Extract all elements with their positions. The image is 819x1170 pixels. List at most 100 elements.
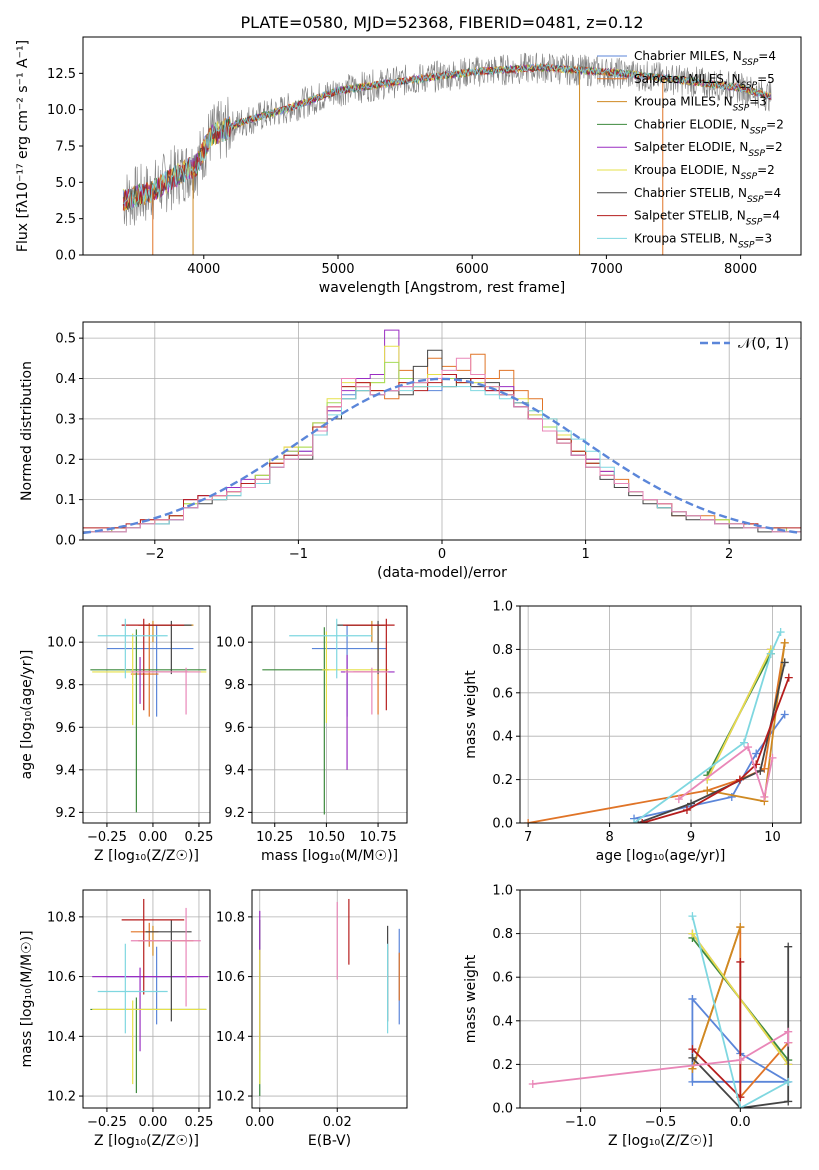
mass_vs_Z-frame	[82, 889, 211, 1109]
y-tick-label: 1.0	[492, 884, 513, 899]
y-tick-label: 10.2	[216, 1090, 245, 1105]
y-tick-label: 0.4	[55, 372, 76, 387]
x-tick-label: 0.0	[730, 1115, 751, 1130]
legend-label: Salpeter MILES, NSSP=5	[634, 72, 775, 91]
y-tick-label: 0.8	[492, 643, 513, 658]
x-tick-label: 0	[438, 547, 446, 562]
y-tick-label: 10.6	[47, 970, 76, 985]
legend-label: Kroupa STELIB, NSSP=3	[634, 231, 772, 250]
legend-label: Salpeter ELODIE, NSSP=2	[634, 140, 783, 159]
y-tick-label: 0.2	[55, 453, 76, 468]
weight-marker	[766, 649, 775, 658]
x-tick-label: 10	[764, 830, 781, 845]
y-tick-label: 2.5	[55, 212, 76, 227]
x-tick-label: 6000	[456, 262, 489, 277]
x-tick-label: −1	[289, 547, 308, 562]
mass_vs_ebv-chart: 0.00 0.02 10.2 10.4 10.6 10.8 E(B-V)	[216, 889, 408, 1149]
weight-marker	[784, 673, 793, 682]
y-tick-label: 10.2	[47, 1090, 76, 1105]
y-tick-label: 9.6	[224, 721, 245, 736]
weight_vs_age-chart: 7 8 9 10 0.0 0.2 0.4 0.6 0.8 1.0 age [log₁₀(age/yr…	[463, 600, 802, 864]
weight-marker	[752, 749, 761, 758]
x-tick-label: 7	[524, 830, 532, 845]
weight-line	[691, 915, 789, 1108]
weight-marker	[688, 995, 697, 1003]
y-axis-label: Flux [fλ10⁻¹⁷ erg cm⁻² s⁻¹ A⁻¹]	[15, 40, 31, 252]
weight-line	[706, 649, 772, 780]
weight-marker	[688, 1077, 697, 1086]
y-tick-label: 1.0	[492, 600, 513, 615]
weight-marker	[756, 766, 765, 775]
x-tick-label: 4000	[187, 262, 220, 277]
y-tick-label: 0.0	[492, 1102, 513, 1117]
weight-marker	[682, 805, 691, 814]
weight-marker	[524, 819, 533, 823]
legend-label: Kroupa MILES, NSSP=3	[634, 95, 767, 114]
y-tick-label: 5.0	[55, 176, 76, 191]
legend-label: Chabrier ELODIE, NSSP=2	[634, 117, 784, 136]
x-axis-label: age [log₁₀(age/yr)]	[596, 848, 726, 864]
mass_vs_ebv-frame	[251, 889, 408, 1109]
weight_vs_Z-plot-area	[528, 912, 793, 1108]
normal-curve	[83, 377, 801, 535]
weight-marker	[638, 819, 647, 823]
weight_vs_age-plot-area	[524, 628, 793, 823]
x-tick-label: −0.5	[645, 1115, 677, 1130]
y-tick-label: 0.5	[55, 332, 76, 347]
weight-marker	[528, 1080, 537, 1089]
age_vs_Z-plot-area	[90, 618, 207, 813]
y-axis-label: Normed distribution	[19, 361, 35, 501]
x-axis-label: E(B-V)	[308, 1133, 351, 1149]
y-tick-label: 0.0	[55, 534, 76, 549]
x-tick-label: 8	[605, 830, 613, 845]
legend-label: 𝒩(0, 1)	[738, 336, 789, 352]
y-tick-label: 0.3	[55, 412, 76, 427]
weight-line	[633, 631, 782, 823]
y-tick-label: 9.8	[55, 678, 76, 693]
weight-marker	[703, 786, 712, 795]
spectrum-chart: 4000 5000 6000 7000 8000 0.0 2.5 5.0 7.5 10.0 12.5…	[15, 36, 802, 296]
x-axis-label: Z [log₁₀(Z/Z☉)]	[94, 1133, 199, 1149]
y-tick-label: 10.6	[216, 970, 245, 985]
y-axis-label: age [log₁₀(age/yr)]	[19, 650, 35, 780]
x-tick-label: 0.02	[323, 1115, 352, 1130]
y-tick-label: 0.1	[55, 493, 76, 508]
y-tick-label: 12.5	[47, 67, 76, 82]
y-tick-label: 9.2	[224, 806, 245, 821]
y-tick-label: 10.0	[47, 103, 76, 118]
x-axis-label: (data-model)/error	[377, 565, 507, 581]
x-tick-label: −0.25	[87, 1115, 127, 1130]
spectrum-plot-area	[122, 52, 772, 255]
x-tick-label: 2	[725, 547, 733, 562]
y-tick-label: 0.6	[492, 686, 513, 701]
y-tick-label: 0.4	[492, 1014, 513, 1029]
x-tick-label: 10.75	[359, 830, 396, 845]
weight-marker	[739, 738, 748, 747]
weight-marker	[674, 795, 683, 804]
y-tick-label: 9.4	[55, 763, 76, 778]
weight-marker	[736, 957, 745, 966]
weight-marker	[736, 1056, 745, 1065]
weight-marker	[736, 923, 745, 932]
y-tick-label: 0.2	[492, 1058, 513, 1073]
y-axis-label: mass weight	[463, 670, 479, 759]
weight-marker	[688, 1053, 697, 1062]
x-tick-label: 7000	[590, 262, 623, 277]
residuals-plot-area	[83, 329, 801, 535]
y-tick-label: 0.4	[492, 730, 513, 745]
y-axis-label: mass weight	[463, 954, 479, 1043]
y-tick-label: 10.0	[47, 636, 76, 651]
weight-marker	[760, 792, 769, 801]
y-tick-label: 10.8	[216, 910, 245, 925]
x-axis-label: mass [log₁₀(M/M☉)]	[261, 848, 398, 864]
weight-line	[691, 946, 790, 1108]
weight-marker	[630, 819, 639, 823]
age_vs_Z-frame	[82, 605, 211, 824]
x-tick-label: 0.00	[245, 1115, 274, 1130]
x-tick-label: −1.0	[565, 1115, 597, 1130]
weight-marker	[768, 753, 777, 762]
weight-marker	[784, 942, 793, 951]
x-tick-label: 5000	[321, 262, 354, 277]
weight-marker	[784, 1077, 793, 1086]
